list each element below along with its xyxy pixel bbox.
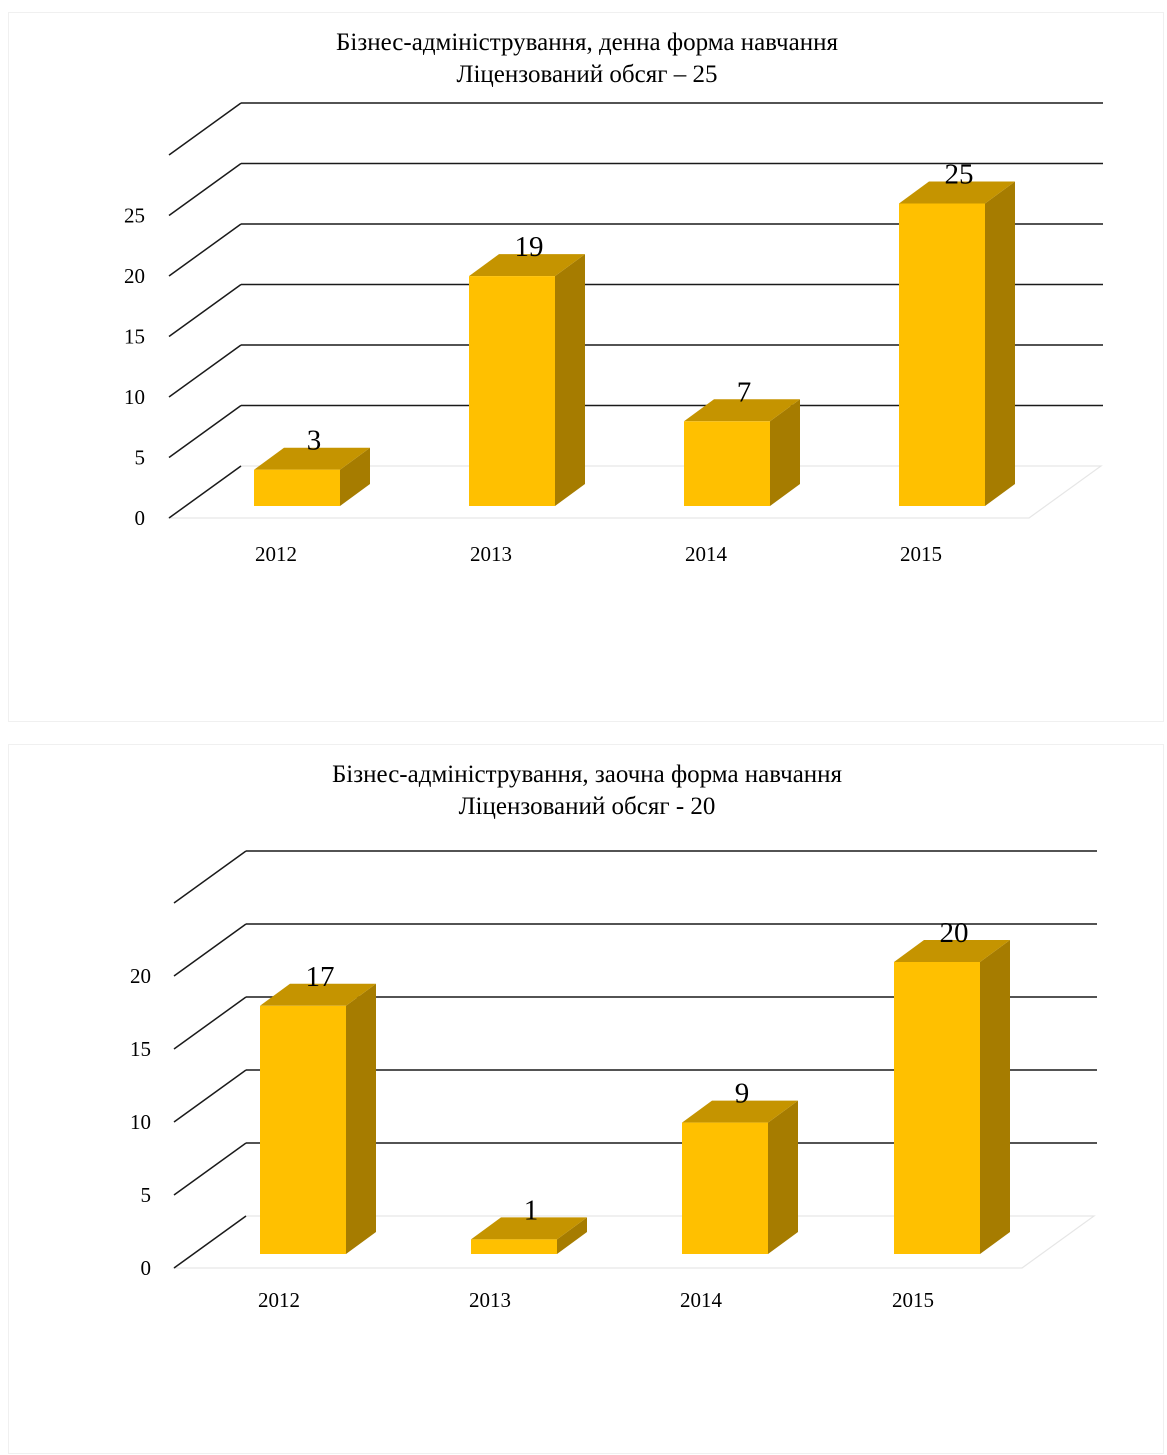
bar bbox=[684, 421, 770, 506]
bar-side bbox=[770, 399, 800, 506]
bar-side bbox=[555, 254, 585, 506]
bar bbox=[682, 1122, 768, 1254]
chart-panel-distance-form: Бізнес-адміністрування, заочна форма нав… bbox=[8, 744, 1164, 1454]
bar-2014 bbox=[684, 399, 800, 506]
bar-2015 bbox=[894, 940, 1010, 1254]
x-tick-label: 2015 bbox=[900, 542, 942, 566]
x-tick-label: 2015 bbox=[892, 1288, 934, 1312]
x-tick-label: 2014 bbox=[685, 542, 728, 566]
gridline-diagonal bbox=[168, 162, 242, 217]
x-tick-label: 2012 bbox=[258, 1288, 300, 1312]
data-label: 9 bbox=[735, 1078, 750, 1110]
y-tick-label: 10 bbox=[124, 385, 145, 409]
x-tick-label: 2013 bbox=[469, 1288, 511, 1312]
y-tick-label: 15 bbox=[124, 325, 145, 349]
gridline-diagonal bbox=[173, 850, 247, 904]
gridline-diagonal bbox=[168, 223, 242, 277]
bar-2013 bbox=[469, 254, 585, 506]
chart-title: Бізнес-адміністрування, заочна форма нав… bbox=[331, 761, 843, 788]
bar-top bbox=[899, 181, 1015, 204]
bar bbox=[899, 203, 985, 506]
y-tick-label: 5 bbox=[135, 446, 146, 470]
bar-side bbox=[346, 983, 376, 1254]
bar bbox=[469, 276, 555, 506]
data-label: 1 bbox=[524, 1194, 539, 1226]
bar bbox=[254, 469, 340, 506]
bar-top bbox=[260, 983, 376, 1006]
x-tick-label: 2014 bbox=[680, 1288, 723, 1312]
x-tick-label: 2012 bbox=[255, 542, 297, 566]
bar-side bbox=[768, 1100, 798, 1254]
bar-2013 bbox=[471, 1217, 587, 1254]
chart-subtitle: Ліцензований обсяг - 20 bbox=[458, 793, 716, 820]
y-tick-label: 20 bbox=[130, 964, 151, 988]
data-label: 19 bbox=[515, 231, 544, 263]
y-tick-label: 20 bbox=[124, 264, 145, 288]
bar bbox=[471, 1239, 557, 1254]
data-label: 3 bbox=[307, 425, 322, 457]
axis-diagonal bbox=[173, 1215, 247, 1269]
bar bbox=[894, 962, 980, 1254]
bar-chart-day-form: 0 5 10 15 20 25 3 2012 19 2013 7 2014 25 2015 bbox=[124, 102, 1103, 566]
data-label: 25 bbox=[945, 159, 974, 191]
gridline-diagonal bbox=[168, 344, 242, 398]
bar-2012 bbox=[260, 983, 376, 1254]
bar-top bbox=[682, 1100, 798, 1123]
y-tick-label: 0 bbox=[141, 1256, 152, 1280]
chart-title-block: Бізнес-адміністрування, заочна форма нав… bbox=[9, 759, 1165, 823]
gridline-diagonal bbox=[168, 283, 242, 338]
bar-top bbox=[684, 399, 800, 422]
bar-top bbox=[254, 447, 370, 470]
y-tick-label: 25 bbox=[124, 204, 145, 228]
bar-chart-distance-form: 0 5 10 15 20 17 2012 1 2013 9 2014 20 2015 bbox=[130, 850, 1097, 1312]
y-tick-label: 15 bbox=[130, 1037, 151, 1061]
bar-side bbox=[557, 1217, 587, 1254]
bar-side bbox=[980, 940, 1010, 1254]
gridline-diagonal bbox=[168, 102, 242, 156]
data-label: 7 bbox=[737, 376, 752, 408]
gridline-diagonal bbox=[173, 1069, 247, 1123]
bar-top bbox=[471, 1217, 587, 1240]
chart-title-block: Бізнес-адміністрування, денна форма навч… bbox=[9, 27, 1165, 91]
gridline-diagonal bbox=[173, 996, 247, 1050]
data-label: 17 bbox=[306, 961, 335, 993]
y-tick-label: 10 bbox=[130, 1110, 151, 1134]
bar-2012 bbox=[254, 447, 370, 506]
x-tick-label: 2013 bbox=[470, 542, 512, 566]
gridline-diagonal bbox=[168, 404, 242, 459]
y-tick-label: 5 bbox=[141, 1183, 152, 1207]
gridline-diagonal bbox=[173, 923, 247, 977]
bar-side bbox=[340, 447, 370, 506]
gridline-diagonal bbox=[173, 1142, 247, 1196]
chart-panel-day-form: Бізнес-адміністрування, денна форма навч… bbox=[8, 12, 1164, 722]
bar bbox=[260, 1005, 346, 1254]
data-label: 20 bbox=[940, 917, 969, 949]
bar-side bbox=[985, 181, 1015, 506]
bar-top bbox=[469, 254, 585, 277]
bar-top bbox=[894, 940, 1010, 962]
bar-2014 bbox=[682, 1100, 798, 1254]
bar-2015 bbox=[899, 181, 1015, 506]
chart-subtitle: Ліцензований обсяг – 25 bbox=[456, 61, 718, 88]
axis-diagonal bbox=[168, 465, 242, 519]
chart-title: Бізнес-адміністрування, денна форма навч… bbox=[336, 29, 838, 56]
y-tick-label: 0 bbox=[135, 506, 146, 530]
